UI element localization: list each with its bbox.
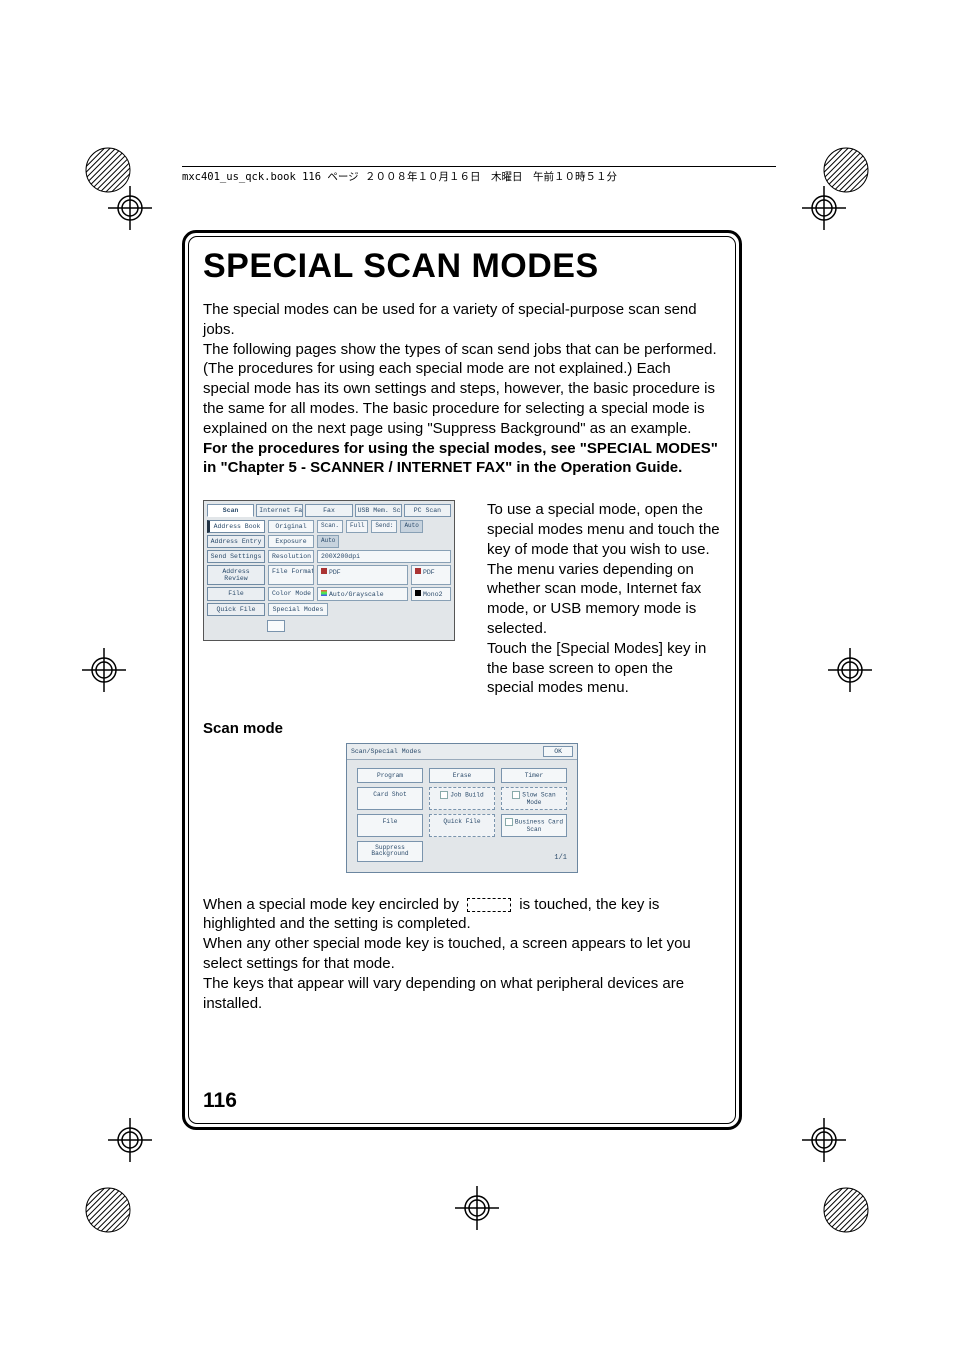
btn-card-shot[interactable]: Card Shot: [357, 787, 423, 810]
side-address-entry[interactable]: Address Entry: [207, 535, 265, 548]
val-full: Full: [346, 520, 368, 533]
val-scan: Scan.: [317, 520, 343, 533]
btn-file[interactable]: File: [357, 814, 423, 837]
tab-pc-scan[interactable]: PC Scan: [404, 504, 451, 517]
tab-fax[interactable]: Fax: [305, 504, 352, 517]
page-indicator: 1/1: [501, 854, 567, 862]
lbl-color-mode[interactable]: Color Mode: [268, 587, 314, 601]
side-quick-file[interactable]: Quick File: [207, 603, 265, 616]
right-p2: Touch the [Special Modes] key in the bas…: [487, 639, 721, 698]
btn-suppress-background[interactable]: Suppress Background: [357, 841, 423, 861]
lbl-file-format[interactable]: File Format: [268, 565, 314, 585]
header-text: mxc401_us_qck.book 116 ページ ２００８年１０月１６日 木…: [182, 171, 617, 183]
lbl-original[interactable]: Original: [268, 520, 314, 533]
preview-icon[interactable]: [267, 620, 285, 632]
btn-slow-scan[interactable]: Slow Scan Mode: [501, 787, 567, 810]
page-title: SPECIAL SCAN MODES: [203, 247, 721, 286]
val-mono2: Mono2: [411, 587, 451, 601]
val-pdf2: PDF: [411, 565, 451, 585]
slow-scan-icon: [512, 791, 520, 799]
btn-job-build[interactable]: Job Build: [429, 787, 495, 810]
page-number: 116: [203, 1089, 237, 1113]
pagemaker-header: mxc401_us_qck.book 116 ページ ２００８年１０月１６日 木…: [182, 166, 776, 184]
closing-p1: When a special mode key encircled by is …: [203, 895, 721, 935]
scan-base-screen: Scan Internet Fax Fax USB Mem. Scan PC S…: [203, 500, 455, 641]
tab-scan[interactable]: Scan: [207, 504, 254, 517]
btn-program[interactable]: Program: [357, 768, 423, 783]
val-pdf1: PDF: [317, 565, 408, 585]
val-send: Send:: [371, 520, 397, 533]
btn-timer[interactable]: Timer: [501, 768, 567, 783]
side-address-book[interactable]: Address Book: [207, 520, 265, 533]
scan-mode-subhead: Scan mode: [203, 720, 721, 737]
val-auto: Auto: [400, 520, 422, 533]
intro-block: The special modes can be used for a vari…: [203, 300, 721, 478]
special-modes-panel: Scan/Special Modes OK Program Erase Time…: [346, 743, 578, 872]
intro-p3: For the procedures for using the special…: [203, 439, 721, 479]
intro-p2: The following pages show the types of sc…: [203, 340, 721, 439]
btn-quick-file[interactable]: Quick File: [429, 814, 495, 837]
val-expo-auto: Auto: [317, 535, 339, 548]
intro-p1: The special modes can be used for a vari…: [203, 300, 721, 340]
closing-p2: When any other special mode key is touch…: [203, 934, 721, 974]
side-send-settings[interactable]: Send Settings: [207, 550, 265, 563]
lbl-exposure[interactable]: Exposure: [268, 535, 314, 548]
lbl-special-modes[interactable]: Special Modes: [268, 603, 328, 616]
side-address-review[interactable]: Address Review: [207, 565, 265, 585]
side-file[interactable]: File: [207, 587, 265, 601]
tab-usb-mem-scan[interactable]: USB Mem. Scan: [355, 504, 402, 517]
val-resolution: 200X200dpi: [317, 550, 451, 563]
lbl-resolution[interactable]: Resolution: [268, 550, 314, 563]
closing-block: When a special mode key encircled by is …: [203, 895, 721, 1014]
job-build-icon: [440, 791, 448, 799]
panel2-title: Scan/Special Modes: [351, 748, 421, 755]
btn-business-card-scan[interactable]: Business Card Scan: [501, 814, 567, 837]
val-autogray: Auto/Grayscale: [317, 587, 408, 601]
closing-p3: The keys that appear will vary depending…: [203, 974, 721, 1014]
btn-erase[interactable]: Erase: [429, 768, 495, 783]
dashed-key-icon: [467, 898, 511, 912]
content-frame: SPECIAL SCAN MODES The special modes can…: [182, 230, 742, 1130]
ok-button[interactable]: OK: [543, 746, 573, 757]
right-explanation: To use a special mode, open the special …: [487, 500, 721, 698]
bizcard-icon: [505, 818, 513, 826]
tab-internet-fax[interactable]: Internet Fax: [256, 504, 303, 517]
right-p1: To use a special mode, open the special …: [487, 500, 721, 639]
